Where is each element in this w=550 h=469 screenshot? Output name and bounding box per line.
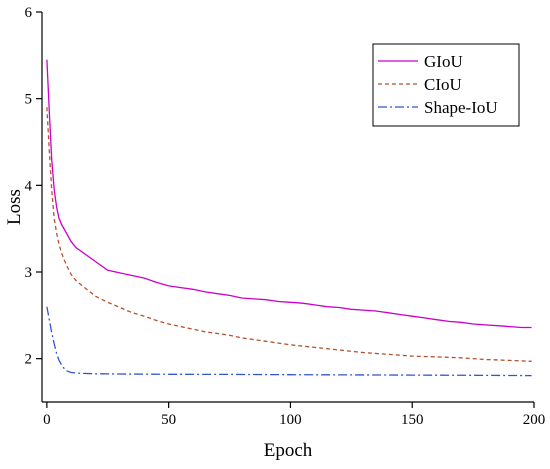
legend-label: CIoU xyxy=(424,75,462,94)
series-line-ciou xyxy=(46,107,532,362)
x-tick-label: 100 xyxy=(279,412,302,428)
y-axis-ticks: 2 3 4 5 6 xyxy=(25,5,42,368)
x-tick-label: 50 xyxy=(161,412,176,428)
x-tick-label: 150 xyxy=(401,412,424,428)
x-axis-ticks: 0 50 100 150 200 xyxy=(43,402,545,428)
plot-frame xyxy=(41,12,534,403)
legend-label: GIoU xyxy=(424,52,463,71)
x-axis-label: Epoch xyxy=(264,440,313,461)
y-tick-label: 3 xyxy=(25,265,33,281)
legend: GIoU CIoU Shape-IoU xyxy=(372,43,520,127)
series-line-giou xyxy=(46,59,532,329)
series-lines xyxy=(46,59,532,377)
y-tick-label: 2 xyxy=(25,352,33,368)
x-tick-label: 200 xyxy=(523,412,546,428)
y-tick-label: 6 xyxy=(25,5,33,21)
legend-box xyxy=(372,43,520,127)
y-tick-label: 5 xyxy=(25,92,33,108)
series-line-shape-iou xyxy=(46,306,532,377)
legend-label: Shape-IoU xyxy=(424,98,498,117)
x-tick-label: 0 xyxy=(43,412,51,428)
y-axis-label: Loss xyxy=(4,189,25,225)
y-tick-label: 4 xyxy=(25,178,33,194)
